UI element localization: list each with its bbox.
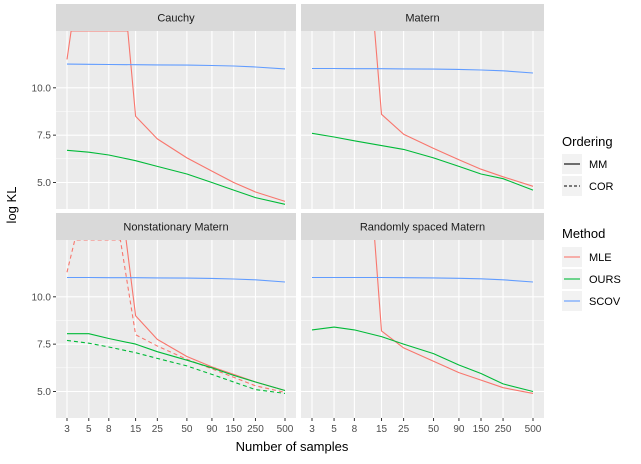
legend-label-mm: MM <box>589 159 607 171</box>
x-tick-label: 150 <box>473 424 490 435</box>
legend-label-ours: OURS <box>589 274 621 286</box>
panels: Cauchy 5.0 7.5 10.0 Matern Nonstationary Mate… <box>32 4 544 435</box>
x-axis-label: Number of samples <box>236 439 349 454</box>
panel-title: Matern <box>405 13 439 25</box>
y-tick-label: 7.5 <box>37 340 51 351</box>
y-axis-label: log KL <box>4 187 19 224</box>
legend-label-mle: MLE <box>589 252 612 264</box>
legend-ordering-title: Ordering <box>562 134 613 149</box>
legend-label-scov: SCOV <box>589 296 621 308</box>
legend-method-title: Method <box>562 226 605 241</box>
x-tick-label: 250 <box>495 424 512 435</box>
x-tick-label: 3 <box>64 424 70 435</box>
panel-randomly-spaced-matern: Randomly spaced Matern 3 5 8 15 25 50 90 150 250 5… <box>301 213 544 435</box>
x-tick-label: 500 <box>525 424 542 435</box>
x-tick-label: 90 <box>453 424 465 435</box>
y-tick-label: 10.0 <box>32 292 52 303</box>
panel-title: Randomly spaced Matern <box>360 222 485 234</box>
x-tick-label: 5 <box>86 424 92 435</box>
series-line-mle-mm <box>374 31 534 187</box>
series-group <box>311 240 534 394</box>
series-line-ours-cor <box>66 339 286 394</box>
x-tick-label: 15 <box>376 424 388 435</box>
panel-strip <box>56 4 296 31</box>
x-tick-label: 90 <box>206 424 218 435</box>
series-line-scov-mm <box>66 63 286 70</box>
x-tick-label: 500 <box>277 424 294 435</box>
x-tick-label: 150 <box>225 424 242 435</box>
panel-strip <box>301 213 544 240</box>
panel-matern: Matern <box>301 4 544 209</box>
series-line-ours-mm <box>311 326 534 393</box>
x-tick-label: 8 <box>352 424 358 435</box>
x-tick-label: 25 <box>398 424 410 435</box>
series-line-scov-mm <box>312 67 534 74</box>
x-tick-label: 50 <box>181 424 193 435</box>
panel-title: Nonstationary Matern <box>123 222 228 234</box>
series-group <box>66 240 286 394</box>
series-line-ours-mm <box>67 333 286 392</box>
y-tick-label: 7.5 <box>37 131 51 142</box>
y-tick-label: 10.0 <box>32 83 52 94</box>
panel-strip <box>301 4 544 31</box>
x-tick-label: 50 <box>428 424 440 435</box>
x-tick-label: 8 <box>106 424 112 435</box>
panel-strip <box>56 213 296 240</box>
series-line-ours-mm <box>66 149 286 205</box>
series-line-mle-mm <box>66 31 286 202</box>
panel-cauchy: Cauchy 5.0 7.5 10.0 <box>32 4 296 209</box>
legend-label-cor: COR <box>589 181 614 193</box>
series-line-scov-mm <box>67 276 286 283</box>
x-tick-label: 3 <box>309 424 315 435</box>
series-line-scov-mm <box>312 276 534 283</box>
series-group <box>66 31 286 205</box>
panel-title: Cauchy <box>157 13 195 25</box>
y-tick-label: 5.0 <box>37 387 51 398</box>
x-tick-label: 25 <box>152 424 164 435</box>
series-group <box>311 31 534 191</box>
series-line-ours-mm <box>311 132 534 191</box>
y-tick-label: 5.0 <box>37 178 51 189</box>
x-tick-label: 5 <box>331 424 337 435</box>
series-line-mle-mm <box>374 240 534 394</box>
x-tick-label: 15 <box>130 424 142 435</box>
x-tick-label: 250 <box>247 424 264 435</box>
panel-nonstationary-matern: Nonstationary Matern 5.0 7.5 10.0 3 5 8 15 25 50 9… <box>32 213 296 435</box>
legend: Ordering MM COR Method MLE OURS SCOV <box>562 134 621 311</box>
